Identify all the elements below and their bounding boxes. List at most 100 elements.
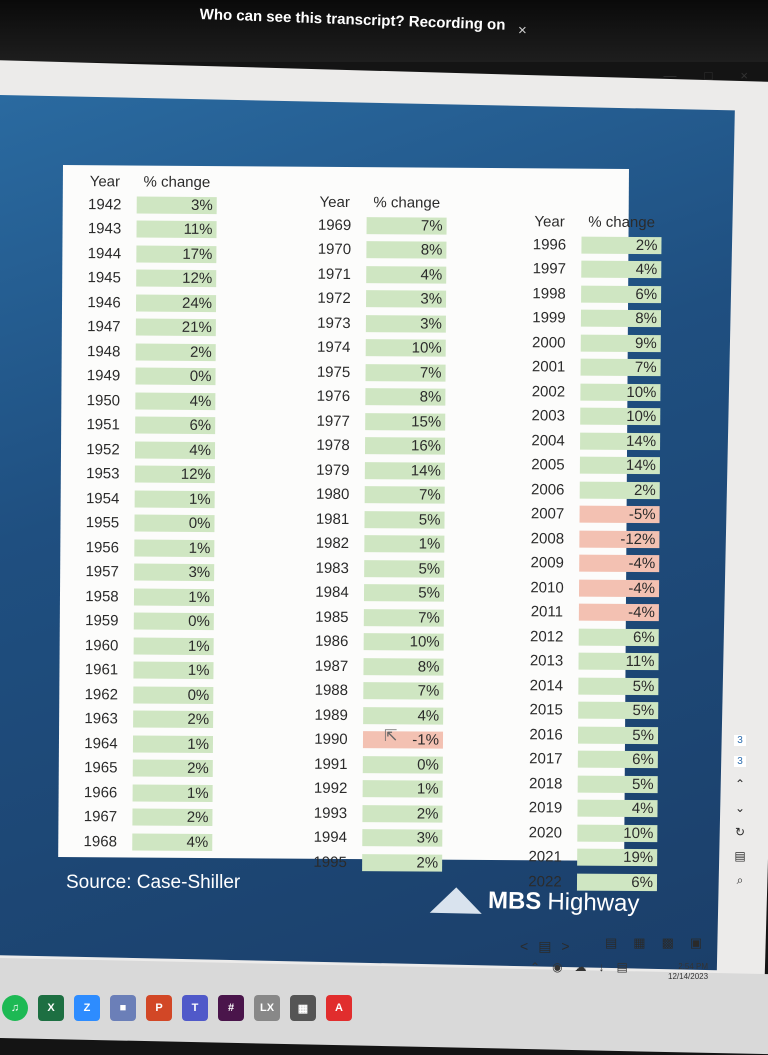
table-row: 1946 24% [72,290,252,316]
column-header: Year % change [73,170,253,193]
year-cell: 2016 [529,726,563,744]
table-row: 1983 5% [300,556,480,582]
usb-icon[interactable]: ↓ [598,960,605,974]
pct-change-cell: 2% [132,759,213,778]
pct-change-cell: 2% [362,804,443,823]
excel-icon[interactable]: X [38,995,64,1021]
year-cell: 2008 [530,530,565,548]
teams-icon[interactable]: T [182,995,208,1021]
year-cell: 1942 [87,195,122,214]
table-row: 1980 7% [301,482,481,508]
table-row: 1991 0% [299,752,479,778]
network-icon[interactable]: ◉ [552,960,563,974]
pct-change-cell: 1% [134,490,215,508]
table-row: 2013 11% [514,649,694,675]
table-row: 1956 1% [70,535,250,561]
pct-change-cell: 1% [133,588,215,606]
chevron-down-icon[interactable]: ⌄ [734,801,746,815]
table-row: 1945 12% [72,266,252,292]
reading-view-icon[interactable]: ▩ [661,935,674,950]
pct-change-cell: 5% [364,559,445,578]
table-row: 1978 16% [301,433,481,459]
slide-menu-icon[interactable]: ▤ [538,938,552,954]
year-cell: 1974 [316,339,351,357]
year-cell: 1982 [315,535,350,553]
pct-change-cell: 19% [577,848,658,867]
next-slide-button[interactable]: > [561,938,570,954]
chevron-up-icon[interactable]: ⌃ [530,960,541,974]
clock[interactable]: 2:54 PM 12/14/2023 [668,962,708,982]
pct-change-cell: 7% [363,608,444,627]
table-row: 2007 -5% [515,502,695,528]
pct-change-cell: 14% [364,461,445,480]
recording-banner-text: Who can see this transcript? Recording o… [199,6,506,34]
close-button[interactable]: × [740,68,748,83]
pct-change-cell: 7% [365,363,446,382]
year-cell: 1998 [532,285,566,303]
side-toolbar: 3 3 ⌃ ⌄ ↻ ▤ ⌕ [728,735,752,888]
year-header: Year [89,172,121,190]
table-row: 1986 10% [300,629,480,655]
year-cell: 2012 [529,628,564,646]
window-controls: — □ × [664,68,748,83]
table-row: 2003 10% [516,404,696,430]
pct-change-cell: 3% [134,563,215,582]
year-cell: 1949 [86,367,121,385]
zoom-icon[interactable]: ⌕ [736,873,744,887]
year-cell: 1967 [83,808,118,826]
table-row: 1975 7% [301,360,481,386]
presenter-view-icon[interactable]: ▣ [689,935,703,950]
year-cell: 1970 [317,241,352,259]
wifi-icon[interactable]: ▤ [616,960,628,974]
pct-change-cell: 5% [577,775,658,793]
calculator-icon[interactable]: ▦ [290,995,316,1021]
pct-change-cell: 17% [136,245,217,263]
table-row: 2019 4% [513,796,693,822]
powerpoint-icon[interactable]: P [146,995,172,1021]
year-cell: 2018 [528,775,563,793]
zoom-icon[interactable]: Z [74,995,100,1021]
year-cell: 1957 [85,563,119,581]
chevron-up-icon[interactable]: ⌃ [734,777,746,791]
minimize-button[interactable]: — [663,68,677,83]
acrobat-icon[interactable]: A [326,995,352,1021]
table-row: 1968 4% [68,829,248,855]
year-cell: 1958 [85,587,119,606]
table-row: 1993 2% [298,801,478,827]
spotify-icon[interactable]: ♫ [2,995,28,1021]
source-caption: Source: Case-Shiller [66,872,241,893]
slack-icon[interactable]: # [218,995,244,1021]
table-row: 1959 0% [70,609,250,635]
refresh-icon[interactable]: ↻ [734,825,746,839]
logo-bold: MBS [487,887,542,916]
photos-icon[interactable]: ■ [110,995,136,1021]
pct-change-cell: 21% [135,318,216,337]
pct-change-cell: 5% [578,701,659,720]
year-cell: 1983 [315,559,349,577]
lexis-icon[interactable]: LX [254,995,280,1021]
table-row: 1964 1% [69,731,249,757]
year-header: Year [319,193,350,211]
pct-change-cell: 5% [363,584,445,602]
normal-view-icon[interactable]: ▤ [605,935,618,950]
document-icon[interactable]: ▤ [734,849,746,863]
year-cell: 2003 [531,407,566,425]
year-cell: 2013 [529,652,564,670]
pct-change-cell: 2% [135,343,216,361]
pct-change-cell: 8% [363,657,444,676]
close-icon[interactable]: × [518,22,527,39]
cloud-icon[interactable]: ☁ [574,960,587,974]
table-row: 1974 10% [302,335,482,361]
prev-slide-button[interactable]: < [520,938,529,954]
year-cell: 2009 [530,554,564,572]
sorter-view-icon[interactable]: ▦ [633,935,646,950]
year-cell: 1945 [87,269,121,287]
logo-triangle-icon [429,886,483,914]
pct-change-cell: 6% [581,285,662,303]
year-cell: 2007 [530,505,565,523]
table-column-2: Year % change 1969 7% 1970 8% 1971 4% 1972 3% 19… [298,191,483,876]
year-cell: 1993 [313,804,348,822]
table-row: 1955 0% [70,511,250,537]
column-header: Year % change [518,210,698,233]
maximize-button[interactable]: □ [704,68,713,83]
